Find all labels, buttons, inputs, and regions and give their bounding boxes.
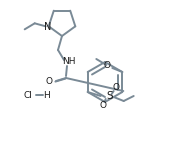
Text: Cl: Cl	[24, 91, 32, 100]
Text: NH: NH	[62, 58, 76, 67]
Text: S: S	[106, 91, 113, 101]
Text: O: O	[112, 83, 119, 92]
Text: N: N	[44, 22, 51, 32]
Text: O: O	[104, 61, 111, 70]
Text: O: O	[46, 78, 53, 86]
Text: H: H	[43, 91, 49, 100]
Text: O: O	[99, 101, 106, 110]
